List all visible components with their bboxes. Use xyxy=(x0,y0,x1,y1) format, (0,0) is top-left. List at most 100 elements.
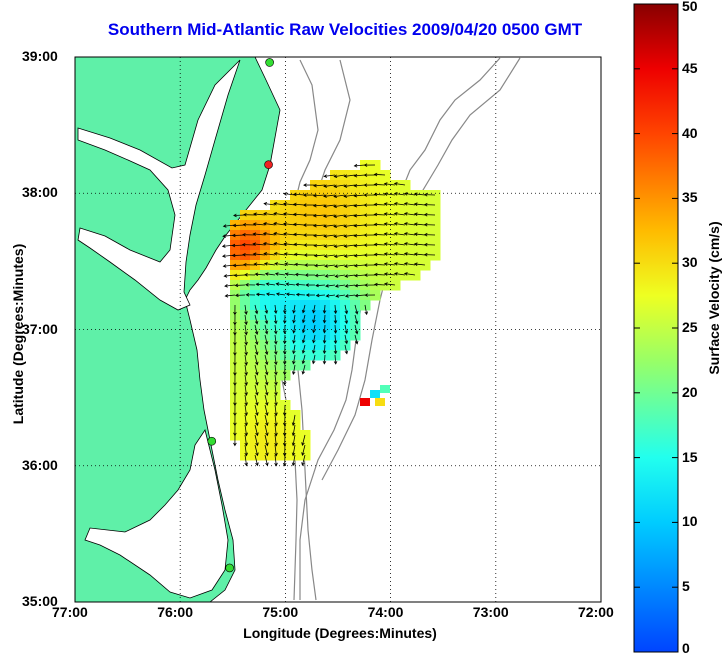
velocity-cell xyxy=(260,210,271,221)
velocity-cell xyxy=(260,240,271,251)
velocity-arrow xyxy=(353,173,366,178)
velocity-arrow xyxy=(264,354,269,366)
velocity-arrow xyxy=(265,282,276,286)
velocity-arrow xyxy=(292,212,306,217)
velocity-arrow xyxy=(363,223,376,227)
velocity-arrow xyxy=(264,304,269,315)
velocity-arrow xyxy=(293,242,306,247)
velocity-arrow xyxy=(323,234,336,238)
velocity-cell xyxy=(380,280,391,291)
velocity-cell xyxy=(400,210,411,221)
velocity-arrow xyxy=(313,233,326,238)
velocity-cell xyxy=(290,270,301,281)
velocity-arrow xyxy=(363,193,376,197)
velocity-arrow xyxy=(292,344,296,355)
velocity-arrow xyxy=(284,262,296,266)
velocity-cell xyxy=(370,160,381,171)
colorbar-tick-label: 20 xyxy=(682,383,698,400)
velocity-cell xyxy=(290,290,301,301)
velocity-cell xyxy=(350,280,361,291)
velocity-arrow xyxy=(313,243,326,248)
velocity-arrow xyxy=(292,314,296,324)
velocity-cell xyxy=(390,240,401,251)
velocity-arrow xyxy=(413,252,426,256)
velocity-arrow xyxy=(333,234,346,239)
velocity-arrow xyxy=(254,384,259,396)
velocity-cell xyxy=(240,280,251,291)
velocity-arrow xyxy=(224,294,236,298)
velocity-arrow xyxy=(302,203,316,207)
velocity-arrow xyxy=(322,304,327,314)
velocity-arrow xyxy=(232,263,246,268)
velocity-arrow xyxy=(393,232,406,236)
velocity-arrow xyxy=(254,344,259,356)
velocity-arrow xyxy=(303,183,316,187)
velocity-arrow xyxy=(413,202,426,206)
velocity-arrow xyxy=(423,222,436,227)
velocity-cell xyxy=(410,220,421,231)
velocity-arrow xyxy=(253,212,266,216)
velocity-arrow xyxy=(315,293,326,298)
velocity-cell xyxy=(380,230,391,241)
velocity-arrow xyxy=(273,252,286,256)
velocity-arrow xyxy=(383,212,396,216)
velocity-arrow xyxy=(304,273,316,277)
velocity-arrow xyxy=(244,304,248,315)
velocity-arrow xyxy=(312,223,326,228)
velocity-arrow xyxy=(302,193,316,197)
velocity-arrow xyxy=(282,304,287,315)
velocity-cell xyxy=(260,220,271,231)
velocity-arrow xyxy=(303,233,316,237)
velocity-arrow xyxy=(413,212,426,216)
velocity-arrow xyxy=(274,374,278,386)
velocity-cell xyxy=(400,220,411,231)
velocity-arrow xyxy=(262,241,276,246)
velocity-arrow xyxy=(233,314,237,326)
velocity-arrow xyxy=(423,212,436,217)
velocity-arrow xyxy=(274,334,278,345)
velocity-arrow xyxy=(303,243,316,247)
velocity-cell xyxy=(250,270,261,281)
velocity-arrow xyxy=(283,222,296,226)
velocity-arrow xyxy=(252,222,266,226)
velocity-arrow xyxy=(393,262,406,266)
velocity-arrow xyxy=(383,232,396,236)
velocity-arrow xyxy=(363,253,376,257)
velocity-arrow xyxy=(274,384,278,396)
velocity-cell xyxy=(330,230,341,241)
station-marker xyxy=(207,436,217,446)
velocity-arrow xyxy=(244,444,248,457)
velocity-cell xyxy=(320,290,331,301)
velocity-arrow xyxy=(423,192,436,197)
velocity-cell xyxy=(360,398,370,406)
velocity-cell xyxy=(270,220,281,231)
velocity-arrow xyxy=(373,242,386,247)
velocity-arrow xyxy=(353,213,366,218)
velocity-arrow xyxy=(343,204,356,208)
velocity-arrow xyxy=(254,364,259,376)
velocity-arrow xyxy=(343,214,356,218)
velocity-arrow xyxy=(324,264,336,268)
velocity-cell xyxy=(370,260,381,271)
velocity-cell xyxy=(370,280,381,291)
velocity-arrow xyxy=(274,344,278,355)
colorbar-tick-label: 15 xyxy=(682,448,698,465)
y-tick-label: 36:00 xyxy=(22,456,58,473)
velocity-arrow xyxy=(334,274,346,278)
velocity-arrow xyxy=(233,273,246,278)
velocity-arrow xyxy=(393,222,406,226)
velocity-arrow xyxy=(294,272,306,277)
velocity-arrow xyxy=(344,314,349,325)
velocity-cell xyxy=(240,290,251,301)
velocity-cell xyxy=(340,250,351,261)
velocity-arrow xyxy=(263,202,276,206)
station-marker xyxy=(225,563,234,573)
velocity-arrow xyxy=(403,232,416,236)
velocity-cell xyxy=(260,290,271,301)
velocity-cell xyxy=(320,270,331,281)
velocity-arrow xyxy=(242,252,256,257)
velocity-arrow xyxy=(334,264,346,268)
velocity-arrow xyxy=(383,182,396,186)
velocity-arrow xyxy=(242,262,256,267)
velocity-cell xyxy=(300,280,311,291)
